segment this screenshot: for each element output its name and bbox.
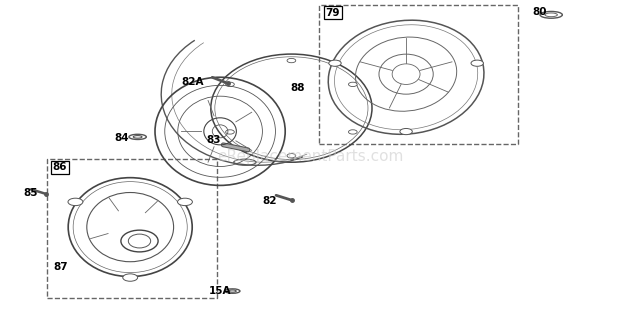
Circle shape xyxy=(348,82,357,87)
Circle shape xyxy=(226,130,234,134)
Text: eReplacementParts.com: eReplacementParts.com xyxy=(217,149,403,163)
Text: 80: 80 xyxy=(532,7,547,17)
Circle shape xyxy=(287,58,296,63)
Text: 85: 85 xyxy=(24,188,38,198)
Circle shape xyxy=(123,274,138,281)
Circle shape xyxy=(68,198,83,205)
Text: 83: 83 xyxy=(206,135,221,145)
Circle shape xyxy=(471,60,484,66)
Text: 15A: 15A xyxy=(209,286,231,296)
Text: 79: 79 xyxy=(326,8,340,18)
Text: 84: 84 xyxy=(114,133,129,142)
Bar xyxy=(319,5,518,144)
Circle shape xyxy=(348,130,357,134)
Circle shape xyxy=(177,198,192,205)
Text: 88: 88 xyxy=(290,83,305,93)
Circle shape xyxy=(329,60,341,66)
Text: 87: 87 xyxy=(53,262,68,272)
Text: 82: 82 xyxy=(262,197,277,206)
Text: 86: 86 xyxy=(53,162,67,172)
Circle shape xyxy=(287,154,296,158)
Text: 82A: 82A xyxy=(181,77,203,87)
Bar xyxy=(46,159,217,298)
Circle shape xyxy=(226,82,234,87)
Circle shape xyxy=(400,129,412,135)
